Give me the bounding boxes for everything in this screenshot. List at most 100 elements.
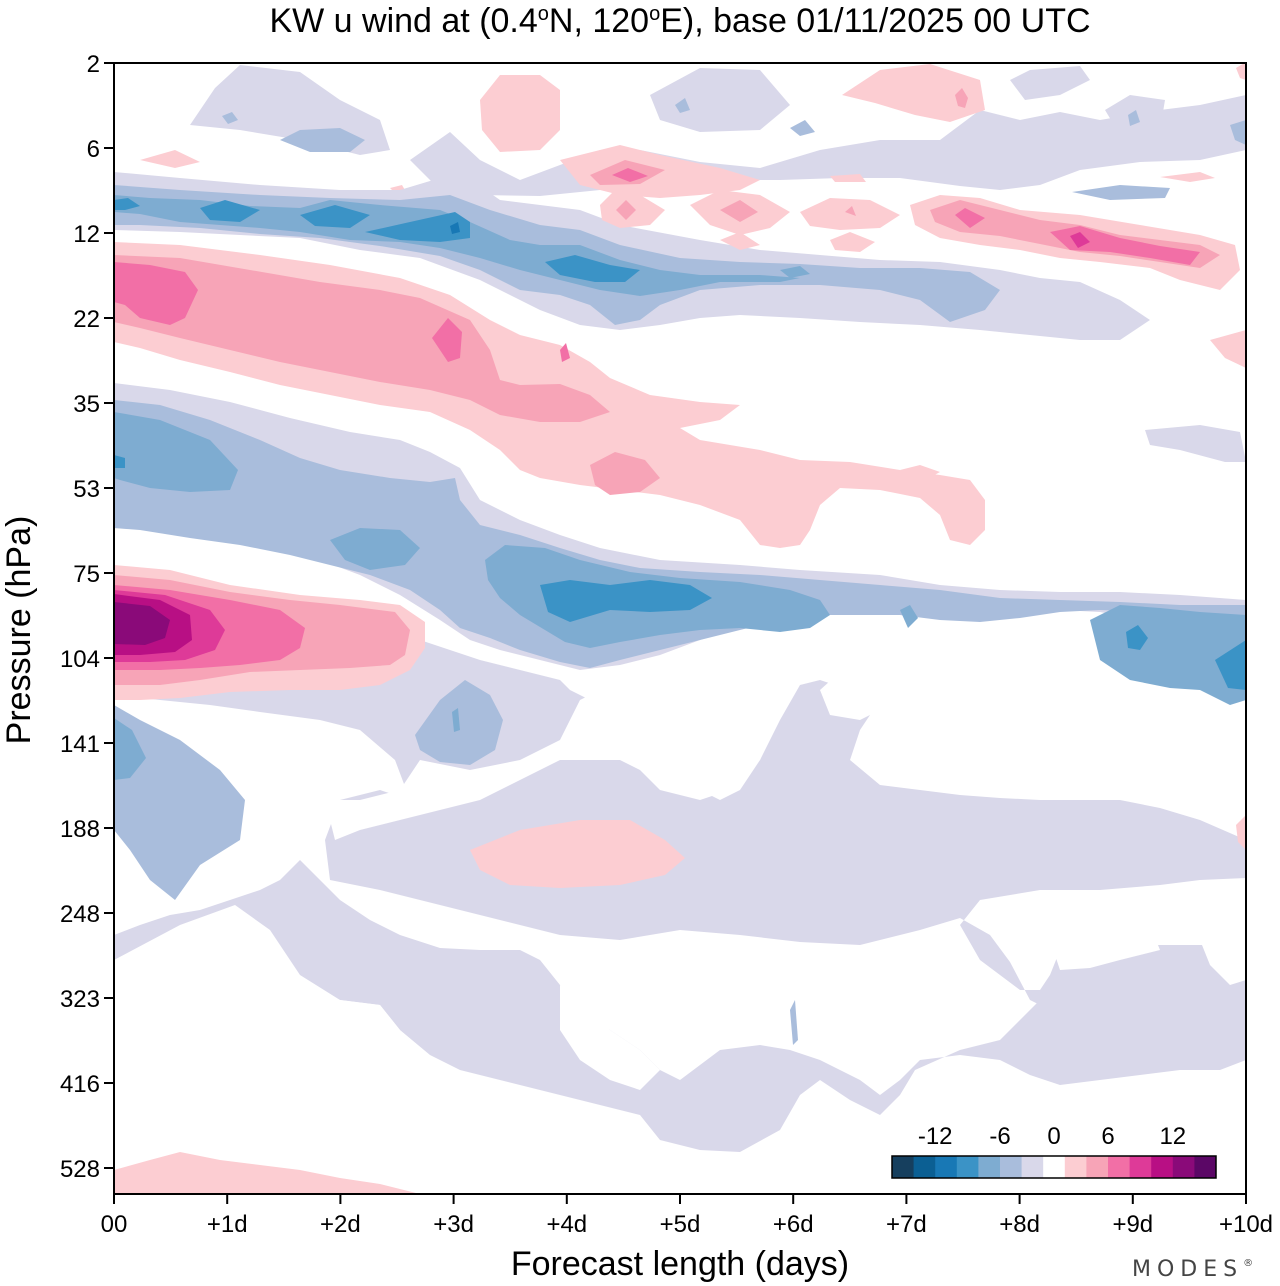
contour-region xyxy=(1210,330,1246,368)
y-tick-label: 53 xyxy=(73,476,100,503)
x-tick-label: 00 xyxy=(101,1211,128,1238)
contour-region xyxy=(1070,232,1090,248)
contour-region xyxy=(675,98,690,113)
contour-region xyxy=(222,112,238,124)
contour-region xyxy=(200,200,260,222)
colorbar-swatch xyxy=(892,1156,915,1178)
y-tick-label: 248 xyxy=(60,901,100,928)
colorbar-label: -12 xyxy=(918,1123,953,1150)
y-tick-label: 416 xyxy=(60,1071,100,1098)
colorbar-swatch xyxy=(1151,1156,1174,1178)
colorbar-swatch xyxy=(1129,1156,1152,1178)
contour-region xyxy=(955,88,968,108)
contour-region xyxy=(140,150,200,168)
contour-region xyxy=(900,605,918,628)
contour-region xyxy=(560,985,660,1090)
contour-region xyxy=(820,672,880,720)
y-tick-label: 12 xyxy=(73,221,100,248)
colorbar-label: 6 xyxy=(1101,1123,1114,1150)
x-axis: 00 +1d +2d +3d +4d +5d +6d +7d +8d +9d +10d xyxy=(101,1194,1273,1238)
contour-region xyxy=(590,452,660,495)
contour-region xyxy=(1072,185,1170,200)
colorbar-label: -6 xyxy=(989,1123,1010,1150)
y-tick-label: 323 xyxy=(60,986,100,1013)
x-tick-label: +2d xyxy=(320,1211,361,1238)
y-tick-label: 104 xyxy=(60,646,100,673)
contour-region xyxy=(300,985,400,1055)
contour-region xyxy=(790,1110,880,1185)
contour-region xyxy=(114,860,1246,1152)
x-axis-title: Forecast length (days) xyxy=(511,1245,849,1283)
contour-region xyxy=(1200,930,1246,985)
contour-region xyxy=(1050,915,1160,970)
contour-region xyxy=(845,206,856,216)
contour-region xyxy=(280,128,365,152)
contour-region xyxy=(1128,110,1140,126)
contour-region xyxy=(1145,425,1246,462)
contour-region xyxy=(1050,226,1200,265)
contour-region xyxy=(114,635,1246,1015)
contour-region xyxy=(330,528,420,570)
colorbar-swatch xyxy=(1172,1156,1195,1178)
colorbar-swatch xyxy=(1086,1156,1109,1178)
contour-region xyxy=(114,262,198,325)
contour-region xyxy=(480,75,560,152)
contour-region xyxy=(842,64,985,122)
contour-region xyxy=(830,232,875,252)
y-axis-title: Pressure (hPa) xyxy=(0,516,38,745)
contour-region xyxy=(720,200,758,222)
colorbar-label: 0 xyxy=(1047,1123,1060,1150)
contour-region xyxy=(470,820,685,888)
contour-region xyxy=(1160,172,1215,182)
contour-region xyxy=(900,465,940,480)
contour-region xyxy=(830,174,866,182)
contour-region xyxy=(325,668,780,840)
x-tick-label: +3d xyxy=(433,1211,474,1238)
chart-title: KW u wind at (0.4oN, 120oE), base 01/11/… xyxy=(269,2,1090,40)
contour-region xyxy=(1010,66,1090,100)
x-tick-label: +6d xyxy=(773,1211,814,1238)
x-tick-label: +8d xyxy=(999,1211,1040,1238)
colorbar-swatch xyxy=(1108,1156,1131,1178)
contour-region xyxy=(1236,815,1246,850)
colorbar-swatch xyxy=(1000,1156,1023,1178)
contour-region xyxy=(432,318,462,362)
contour-region xyxy=(114,198,140,210)
contour-region xyxy=(540,580,712,622)
contour-region xyxy=(545,255,640,282)
contour-region xyxy=(1215,640,1246,690)
contour-region xyxy=(114,602,170,645)
y-tick-label: 75 xyxy=(73,561,100,588)
colorbar-swatch xyxy=(956,1156,979,1178)
contour-region xyxy=(790,120,815,136)
x-tick-label: +4d xyxy=(546,1211,587,1238)
contour-region xyxy=(955,208,985,228)
colorbar-swatch xyxy=(1043,1156,1066,1178)
colorbar: -12 -6 0 6 12 xyxy=(891,1123,1217,1179)
contour-region xyxy=(114,455,125,468)
contour-region xyxy=(1236,63,1246,80)
contour-field xyxy=(114,63,1246,1194)
x-tick-label: +9d xyxy=(1112,1211,1153,1238)
contour-region xyxy=(800,198,900,230)
contour-region xyxy=(616,200,636,220)
contour-region xyxy=(1230,120,1246,145)
modes-logo: MODES® xyxy=(1132,1257,1253,1282)
colorbar-frame xyxy=(891,1155,1217,1179)
colorbar-swatch xyxy=(913,1156,936,1178)
x-tick-label: +5d xyxy=(660,1211,701,1238)
y-tick-label: 22 xyxy=(73,306,100,333)
contour-region xyxy=(780,266,810,278)
contour-region xyxy=(300,205,370,228)
contour-region xyxy=(365,212,470,242)
contour-region xyxy=(450,222,460,234)
y-tick-label: 141 xyxy=(60,731,100,758)
x-tick-label: +1d xyxy=(207,1211,248,1238)
colorbar-swatch xyxy=(935,1156,958,1178)
x-tick-label: +10d xyxy=(1219,1211,1273,1238)
colorbar-swatch xyxy=(1064,1156,1087,1178)
y-tick-label: 2 xyxy=(87,51,100,78)
y-tick-label: 188 xyxy=(60,816,100,843)
y-tick-label: 528 xyxy=(60,1156,100,1183)
